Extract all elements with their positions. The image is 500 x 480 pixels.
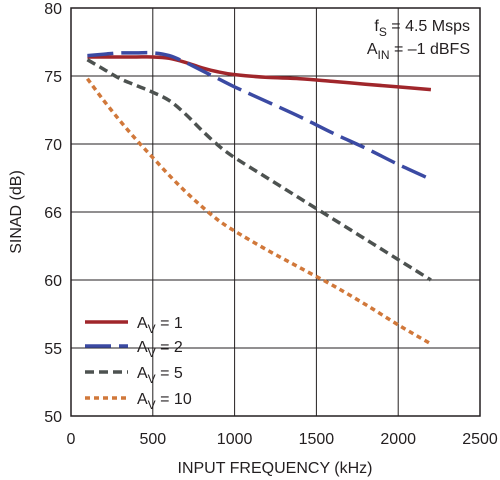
legend-label-2: AV = 2 — [137, 339, 183, 360]
annotation-line-1: fS = 4.5 Msps — [374, 18, 470, 39]
grid-lines — [71, 8, 480, 416]
legend-label-4: AV = 10 — [137, 391, 192, 412]
series-layer — [85, 50, 432, 346]
x-tick-label: 2000 — [380, 431, 416, 448]
legend: AV = 1 AV = 2 AV = 5 AV = 10 — [85, 315, 192, 412]
annotation-line-2: AIN = –1 dBFS — [367, 41, 470, 62]
y-tick-label: 66 — [44, 205, 62, 222]
legend-label-3: AV = 5 — [137, 365, 183, 386]
y-tick-label: 55 — [44, 341, 62, 358]
series-line-1 — [87, 55, 432, 92]
plot-frame — [70, 7, 481, 417]
x-tick-label: 1000 — [217, 431, 253, 448]
legend-label-1: AV = 1 — [137, 315, 183, 336]
series-line-3 — [86, 58, 432, 282]
y-tick-label: 80 — [44, 1, 62, 18]
series-line-4 — [85, 77, 432, 346]
tick-labels: 50 55 60 66 70 75 80 0 500 1000 1500 2000 2500 — [44, 1, 498, 448]
series-line-2 — [87, 50, 432, 181]
x-axis-label: INPUT FREQUENCY (kHz) — [178, 460, 373, 477]
y-tick-label: 60 — [44, 273, 62, 290]
x-tick-label: 2500 — [462, 431, 498, 448]
y-tick-label: 75 — [44, 69, 62, 86]
y-tick-label: 50 — [44, 409, 62, 426]
x-tick-label: 0 — [67, 431, 76, 448]
y-axis-label: SINAD (dB) — [8, 170, 25, 254]
x-tick-label: 1500 — [299, 431, 335, 448]
x-tick-label: 500 — [139, 431, 166, 448]
y-tick-label: 70 — [44, 137, 62, 154]
